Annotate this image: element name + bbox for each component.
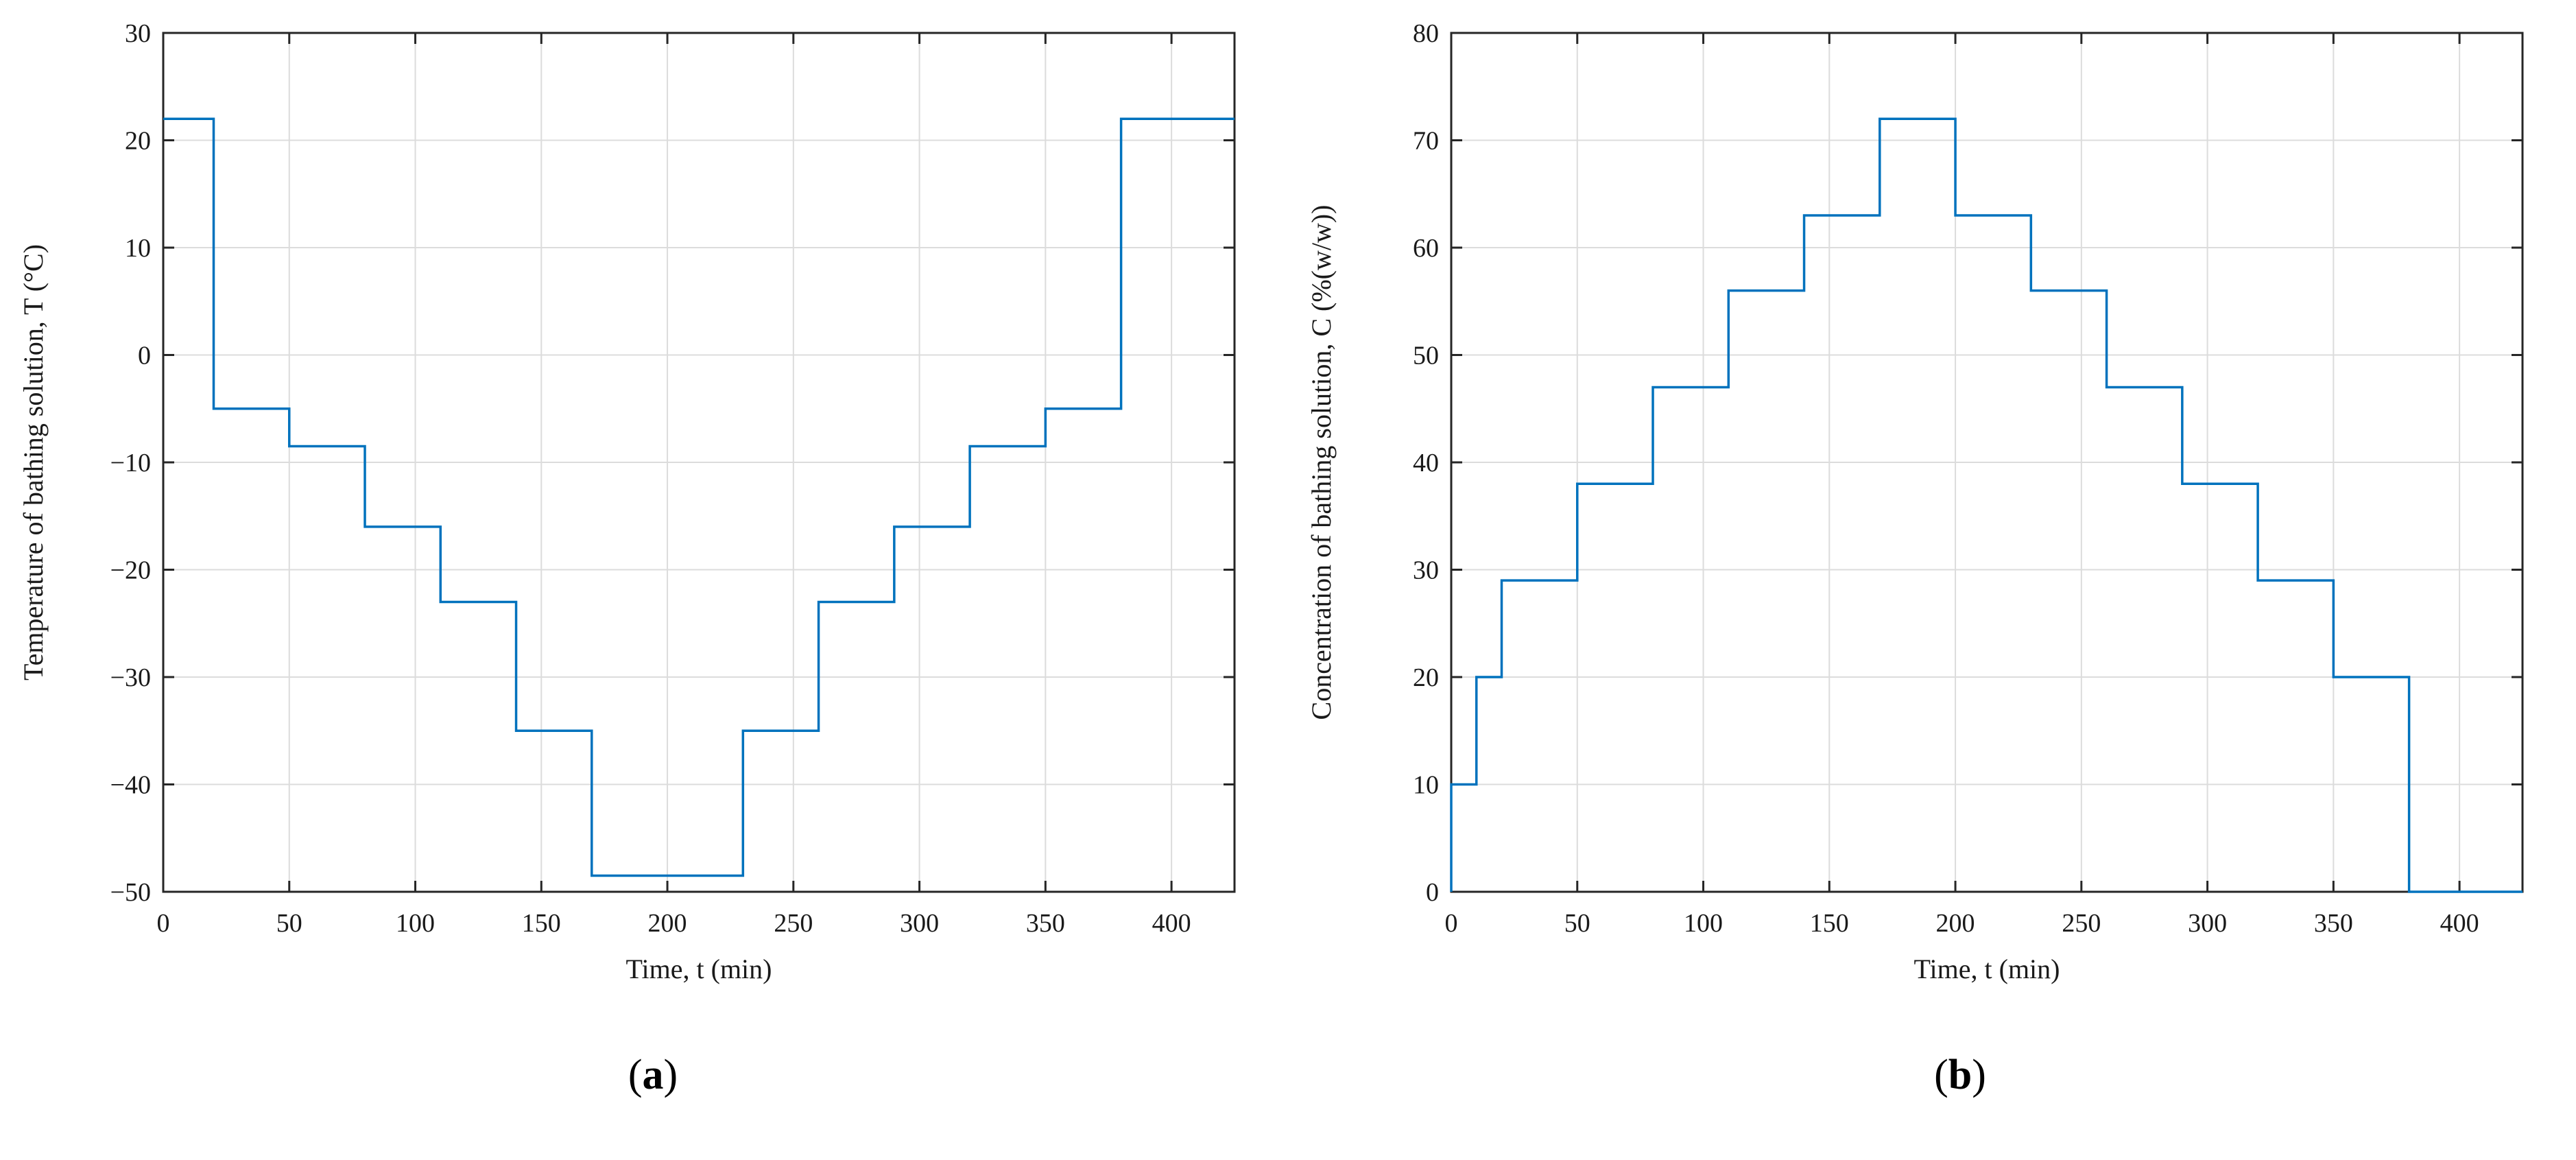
y-tick-label: 80 xyxy=(1413,19,1439,48)
x-tick-label: 50 xyxy=(276,909,302,938)
x-tick-label: 200 xyxy=(648,909,687,938)
caption-a-letter: a xyxy=(642,1052,664,1098)
caption-a-open-paren: ( xyxy=(628,1052,643,1098)
caption-a-close-paren: ) xyxy=(663,1052,678,1098)
caption-b-letter: b xyxy=(1948,1052,1972,1098)
x-tick-label: 400 xyxy=(2440,909,2479,938)
y-tick-label: 20 xyxy=(1413,663,1439,692)
y-axis-title: Concentration of bathing solution, C (%(… xyxy=(1306,205,1337,720)
temperature-chart-svg: 0 50 100 150 200 250 300 350 400 −50 −40 −30 −20 −10 0… xyxy=(18,19,1236,984)
y-tick-label: 20 xyxy=(125,127,151,156)
x-tick-label: 0 xyxy=(157,909,170,938)
y-tick-label: 0 xyxy=(138,342,151,370)
y-tick-label: −10 xyxy=(110,449,151,477)
x-tick-label: 250 xyxy=(774,909,813,938)
x-tick-label: 100 xyxy=(1684,909,1723,938)
x-tick-label: 350 xyxy=(1026,909,1065,938)
x-tick-label: 300 xyxy=(2188,909,2227,938)
x-axis-title: Time, t (min) xyxy=(1914,954,2060,984)
y-tick-label: 50 xyxy=(1413,342,1439,370)
x-tick-label: 100 xyxy=(396,909,435,938)
y-tick-label: 40 xyxy=(1413,449,1439,477)
caption-b-close-paren: ) xyxy=(1972,1052,1986,1098)
y-tick-label: 0 xyxy=(1426,878,1439,907)
x-tick-label: 150 xyxy=(522,909,561,938)
x-tick-label: 400 xyxy=(1152,909,1191,938)
y-tick-label: 60 xyxy=(1413,234,1439,263)
x-tick-label: 50 xyxy=(1564,909,1590,938)
y-tick-label: −20 xyxy=(110,556,151,585)
caption-b: (b) xyxy=(1934,1051,1986,1100)
x-tick-label: 300 xyxy=(900,909,939,938)
y-tick-label: 30 xyxy=(125,19,151,48)
step-data-line xyxy=(1450,117,2523,893)
concentration-chart-svg: 0 50 100 150 200 250 300 350 400 0 10 20 30 40 50 60 70 8… xyxy=(1306,19,2524,984)
step-data-line xyxy=(163,117,1235,877)
caption-a: (a) xyxy=(628,1051,678,1100)
y-tick-label: 70 xyxy=(1413,127,1439,156)
y-tick-label: −40 xyxy=(110,771,151,800)
x-tick-label: 0 xyxy=(1445,909,1458,938)
caption-b-open-paren: ( xyxy=(1934,1052,1948,1098)
y-tick-label: 10 xyxy=(125,234,151,263)
y-tick-label: −50 xyxy=(110,878,151,907)
x-axis-title: Time, t (min) xyxy=(626,954,772,984)
y-tick-label: 30 xyxy=(1413,556,1439,585)
x-tick-label: 350 xyxy=(2314,909,2353,938)
x-tick-label: 150 xyxy=(1810,909,1849,938)
y-tick-label: −30 xyxy=(110,663,151,692)
y-tick-label: 10 xyxy=(1413,771,1439,800)
y-axis-title: Temperature of bathing solution, T (°C) xyxy=(18,244,49,680)
x-tick-label: 200 xyxy=(1936,909,1975,938)
x-tick-label: 250 xyxy=(2062,909,2101,938)
